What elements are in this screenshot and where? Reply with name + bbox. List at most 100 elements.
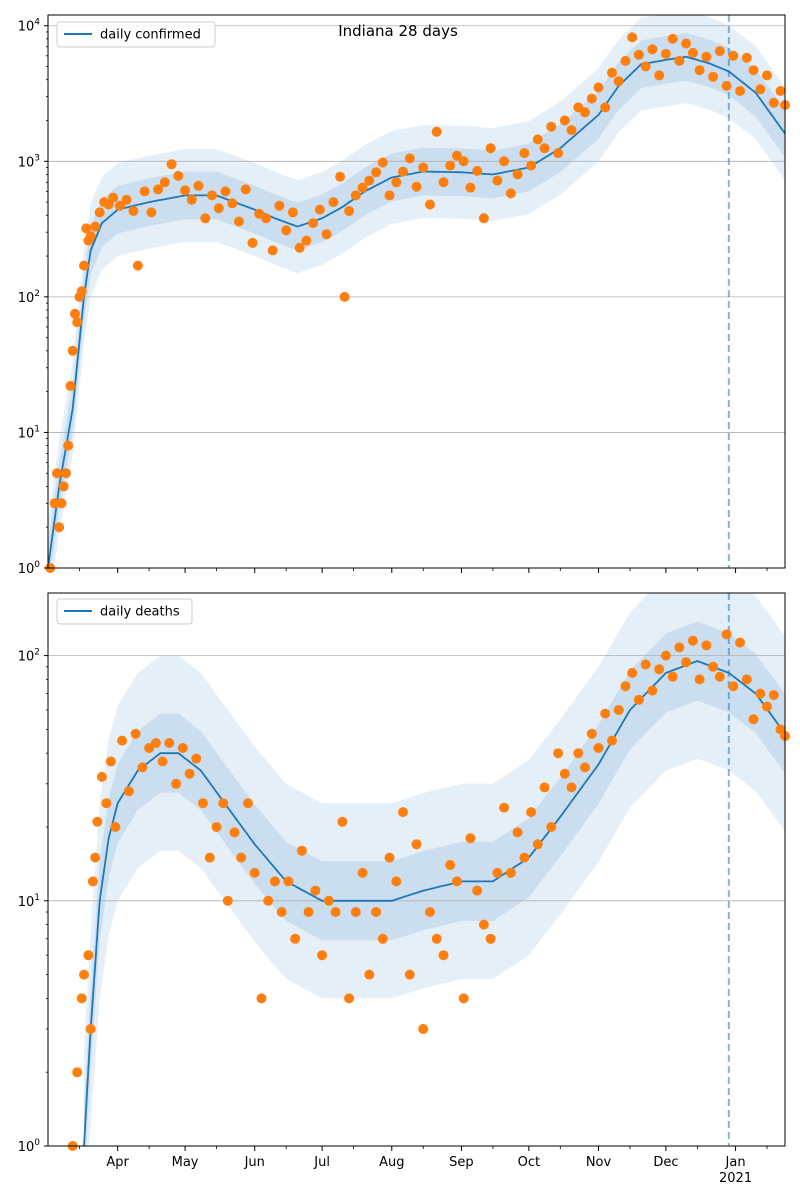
x-tick-label: Aug — [379, 1155, 404, 1170]
data-point — [128, 206, 139, 216]
x-tick-label: May — [172, 1155, 199, 1170]
data-point — [157, 756, 168, 767]
data-point — [90, 221, 101, 232]
data-point — [445, 860, 456, 870]
data-point — [735, 86, 746, 96]
data-point — [532, 134, 543, 145]
data-point — [384, 190, 395, 201]
data-point — [58, 481, 69, 492]
data-point — [485, 933, 496, 944]
data-point — [287, 207, 298, 218]
data-point — [132, 260, 143, 271]
data-point — [512, 169, 523, 180]
y-tick-label: 103 — [18, 153, 40, 170]
uncertainty-band-outer — [48, 15, 785, 568]
data-point — [633, 694, 644, 705]
data-point — [660, 650, 671, 661]
data-point — [94, 207, 105, 218]
data-point — [56, 498, 67, 509]
data-point — [674, 642, 685, 653]
data-point — [218, 798, 229, 809]
data-point — [79, 969, 89, 980]
data-point — [418, 162, 429, 173]
panel-daily-deaths: 100 101 102 Apr May Jun Jul Aug Sep Oct Nov Dec Jan… — [18, 592, 790, 1186]
data-point — [647, 44, 658, 55]
data-point — [694, 674, 705, 685]
data-point — [620, 55, 631, 66]
data-point — [308, 218, 319, 229]
data-point — [505, 188, 516, 199]
data-point — [701, 51, 712, 62]
data-point — [267, 245, 278, 256]
data-point — [87, 876, 98, 887]
data-point — [526, 807, 537, 818]
data-point — [364, 175, 375, 186]
data-point — [438, 950, 449, 961]
data-point — [269, 876, 280, 887]
data-point — [566, 125, 577, 136]
y-tick-label: 101 — [18, 424, 40, 441]
legend-label: daily deaths — [100, 605, 180, 620]
fit-line — [83, 660, 786, 1147]
data-point — [290, 933, 301, 944]
data-point — [721, 80, 732, 91]
data-point — [391, 876, 402, 887]
data-point — [768, 690, 779, 701]
data-point — [445, 160, 456, 171]
data-point — [101, 798, 112, 809]
legend-confirmed: daily confirmed — [56, 21, 216, 48]
data-point — [83, 950, 94, 961]
data-point — [76, 993, 87, 1004]
data-point — [184, 768, 195, 779]
data-point — [96, 771, 107, 782]
data-point — [344, 206, 355, 216]
data-point — [593, 743, 604, 753]
data-point — [735, 637, 746, 648]
data-point — [667, 671, 678, 682]
data-point — [229, 827, 240, 838]
fit-line-deaths — [83, 660, 786, 1147]
panel-daily-confirmed: 100 101 102 103 104 Indiana 28 days daily co… — [18, 14, 790, 577]
data-point — [249, 867, 260, 878]
data-point — [539, 782, 550, 793]
data-point — [274, 200, 285, 211]
x-tick-label: Dec — [653, 1155, 678, 1170]
data-point — [620, 681, 631, 692]
x-tick-label: Jun — [244, 1155, 265, 1170]
data-point — [472, 885, 483, 896]
data-point — [600, 102, 611, 113]
data-point — [317, 950, 328, 961]
data-point — [398, 166, 408, 177]
data-point — [335, 171, 346, 182]
data-point — [674, 55, 685, 66]
data-point — [762, 701, 772, 712]
data-point — [276, 907, 287, 917]
data-point — [499, 802, 510, 813]
y-tick-label: 100 — [18, 1138, 41, 1155]
data-point — [701, 640, 712, 651]
data-point — [350, 907, 361, 917]
data-point — [70, 308, 80, 319]
data-point — [377, 933, 388, 944]
data-point — [681, 657, 692, 668]
data-point — [123, 786, 134, 797]
data-point — [465, 182, 476, 193]
plot-frame-confirmed — [47, 14, 786, 569]
data-point — [173, 170, 184, 181]
data-point — [350, 190, 361, 201]
data-point — [150, 738, 161, 748]
data-point — [580, 762, 590, 773]
data-point — [283, 876, 294, 887]
data-point — [519, 148, 530, 159]
data-point — [708, 661, 719, 672]
data-point — [775, 86, 786, 96]
data-point — [768, 97, 779, 108]
legend-box — [56, 21, 216, 48]
plot-frame-deaths — [47, 592, 786, 1147]
data-point — [755, 688, 766, 699]
data-point — [613, 76, 624, 87]
data-point — [640, 659, 651, 670]
data-point — [177, 743, 188, 753]
data-point — [222, 895, 233, 906]
